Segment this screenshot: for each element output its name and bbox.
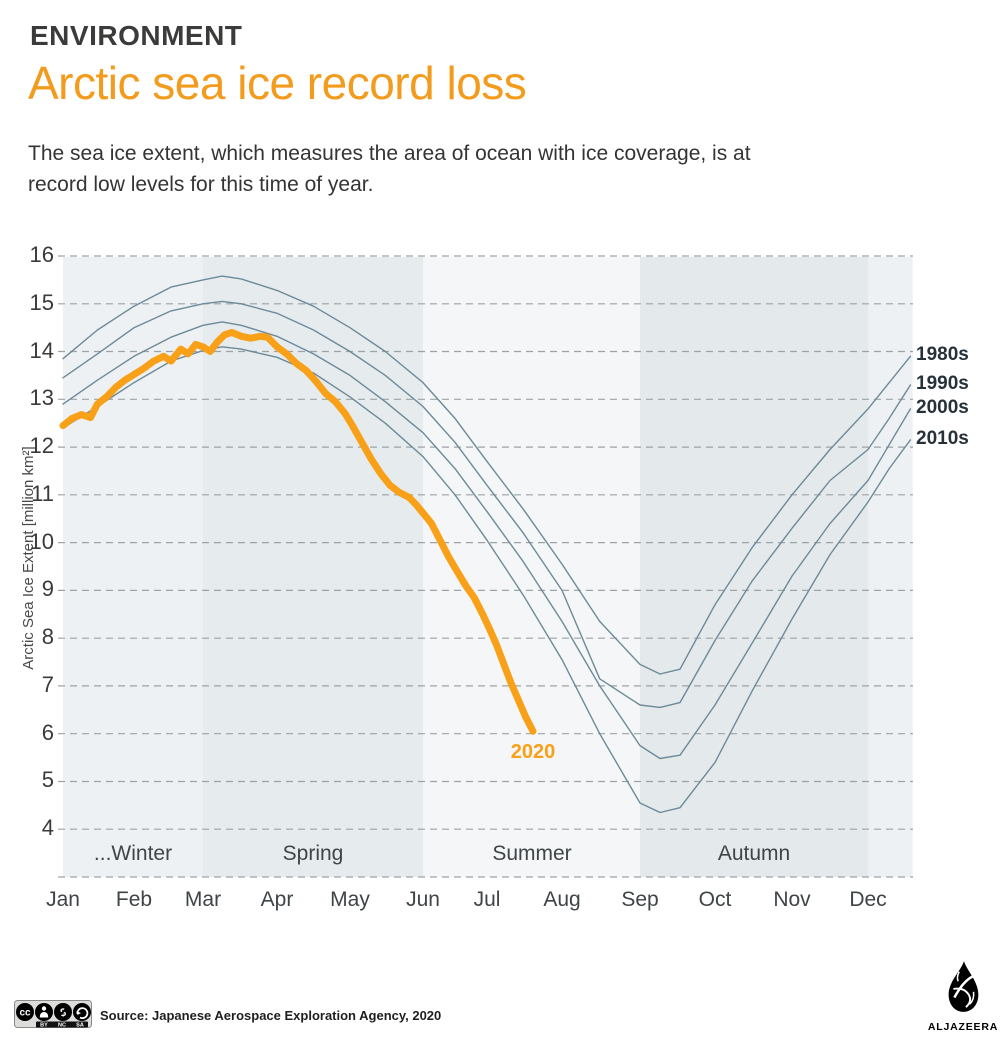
season-band xyxy=(63,257,203,877)
non-commercial-icon: $ xyxy=(54,1003,72,1021)
series-line-1980s xyxy=(62,275,912,675)
category-kicker: ENVIRONMENT xyxy=(30,20,243,51)
source-credit: Source: Japanese Aerospace Exploration A… xyxy=(100,1008,442,1023)
series-line-2020 xyxy=(59,328,537,735)
page-title: Arctic sea ice record loss xyxy=(28,57,527,109)
season-band xyxy=(868,257,913,877)
season-band xyxy=(423,257,640,877)
aljazeera-wordmark: ALJAZEERA xyxy=(927,1021,999,1033)
svg-text:cc: cc xyxy=(19,1008,31,1019)
cc-sa-label: SA xyxy=(76,1023,84,1029)
attribution-icon xyxy=(35,1003,53,1021)
subtitle: The sea ice extent, which measures the a… xyxy=(28,138,948,200)
subtitle-line-1: The sea ice extent, which measures the a… xyxy=(28,142,751,165)
cc-by-nc-sa-badge: cc $ BY NC SA xyxy=(14,1000,92,1028)
season-band xyxy=(640,257,868,877)
cc-nc-label: NC xyxy=(58,1023,66,1029)
cc-icon: cc xyxy=(16,1003,34,1021)
cc-by-label: BY xyxy=(40,1023,48,1029)
subtitle-line-2: record low levels for this time of year. xyxy=(28,173,374,196)
share-alike-icon xyxy=(73,1003,91,1021)
season-band xyxy=(203,257,423,877)
aljazeera-logo: ALJAZEERA xyxy=(923,960,1000,1033)
series-line-2000s xyxy=(62,321,912,760)
series-line-1990s xyxy=(62,300,912,709)
aljazeera-flame-icon xyxy=(948,961,979,1012)
